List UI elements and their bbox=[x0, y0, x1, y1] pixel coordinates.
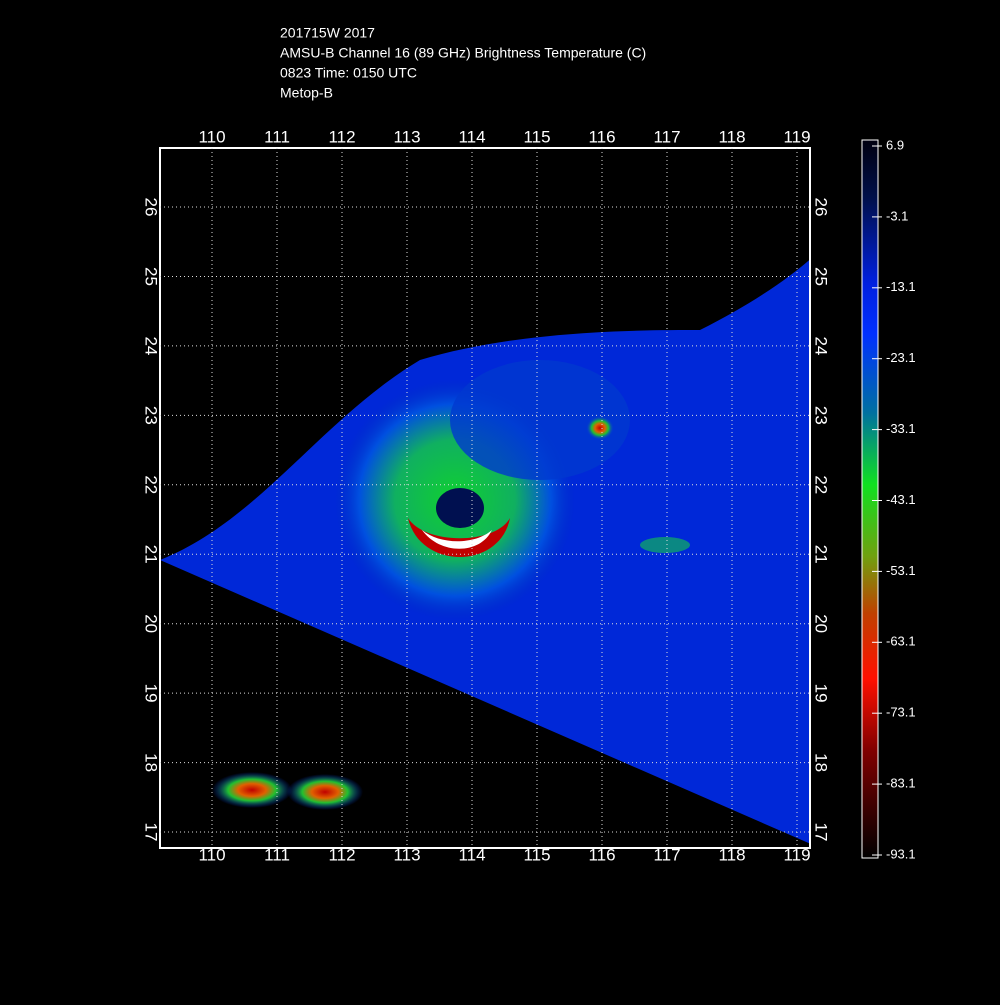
lat-label: 19 bbox=[812, 684, 831, 703]
lat-label: 25 bbox=[812, 267, 831, 286]
lat-label: 21 bbox=[142, 545, 161, 564]
lat-label: 26 bbox=[142, 198, 161, 217]
lon-label: 117 bbox=[653, 127, 680, 146]
header-line: 201715W 2017 bbox=[280, 25, 375, 41]
lat-label: 23 bbox=[142, 406, 161, 425]
colorbar-label: -33.1 bbox=[886, 421, 916, 436]
lon-label: 111 bbox=[264, 127, 290, 146]
imagery bbox=[160, 259, 810, 848]
colorbar-label: -23.1 bbox=[886, 350, 916, 365]
lat-label: 18 bbox=[142, 753, 161, 772]
lon-label: 119 bbox=[783, 845, 810, 864]
colorbar-label: -63.1 bbox=[886, 634, 916, 649]
lat-label: 17 bbox=[142, 823, 161, 842]
lat-label: 26 bbox=[812, 198, 831, 217]
colorbar-label: -73.1 bbox=[886, 705, 916, 720]
map-frame bbox=[159, 147, 811, 849]
lon-label: 118 bbox=[718, 845, 745, 864]
lat-label: 19 bbox=[142, 684, 161, 703]
lat-label: 23 bbox=[812, 406, 831, 425]
header-line: 0823 Time: 0150 UTC bbox=[280, 65, 417, 81]
lon-label: 112 bbox=[328, 127, 355, 146]
lon-label: 114 bbox=[458, 845, 485, 864]
colorbar bbox=[861, 139, 879, 859]
lon-label: 113 bbox=[393, 845, 420, 864]
header-line: Metop-B bbox=[280, 85, 333, 101]
lon-label: 119 bbox=[783, 127, 810, 146]
lat-label: 18 bbox=[812, 753, 831, 772]
lat-label: 25 bbox=[142, 267, 161, 286]
colorbar-label: -43.1 bbox=[886, 492, 916, 507]
lat-label: 20 bbox=[142, 614, 161, 633]
lon-label: 112 bbox=[328, 845, 355, 864]
lat-label: 17 bbox=[812, 823, 831, 842]
colorbar-label: -83.1 bbox=[886, 776, 916, 791]
colorbar-label: -13.1 bbox=[886, 279, 916, 294]
lon-label: 113 bbox=[393, 127, 420, 146]
lat-label: 22 bbox=[142, 475, 161, 494]
lon-label: 116 bbox=[588, 845, 615, 864]
lat-label: 22 bbox=[812, 475, 831, 494]
colorbar-label: -53.1 bbox=[886, 563, 916, 578]
lat-label: 21 bbox=[812, 545, 831, 564]
lon-label: 118 bbox=[718, 127, 745, 146]
lon-label: 115 bbox=[523, 127, 550, 146]
lat-label: 24 bbox=[812, 336, 831, 355]
lat-label: 24 bbox=[142, 336, 161, 355]
lon-label: 117 bbox=[653, 845, 680, 864]
header-line: AMSU-B Channel 16 (89 GHz) Brightness Te… bbox=[280, 45, 646, 61]
lon-label: 110 bbox=[198, 845, 225, 864]
lon-label: 110 bbox=[198, 127, 225, 146]
lon-label: 114 bbox=[458, 127, 485, 146]
colorbar-label: -3.1 bbox=[886, 208, 908, 223]
lat-label: 20 bbox=[812, 614, 831, 633]
colorbar-label: -93.1 bbox=[886, 846, 916, 861]
lon-label: 111 bbox=[264, 845, 290, 864]
lon-label: 116 bbox=[588, 127, 615, 146]
lon-label: 115 bbox=[523, 845, 550, 864]
colorbar-label: 6.9 bbox=[886, 137, 904, 152]
